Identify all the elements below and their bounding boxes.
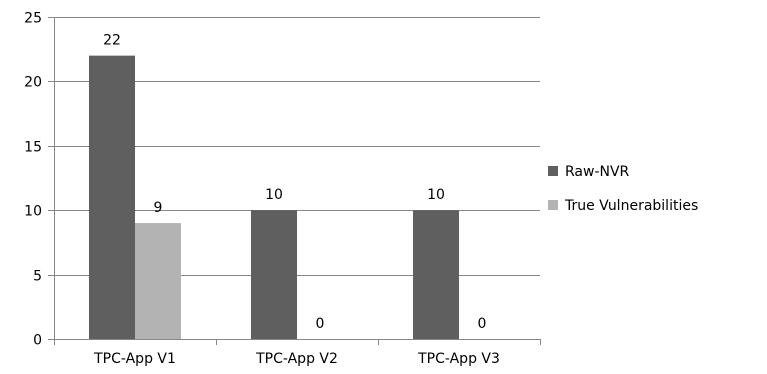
data-label: 9 [154,200,163,216]
data-label: 10 [265,187,283,203]
y-tick-label: 25 [24,11,42,27]
y-tick-label: 15 [24,140,42,156]
y-tick-label: 0 [33,333,42,349]
bar-raw-nvr-2 [251,210,297,339]
bar-true-vulnerabilities-1 [135,223,181,339]
legend-label: Raw-NVR [565,164,630,180]
bar-raw-nvr-3 [413,210,459,339]
legend-swatch [548,166,558,176]
x-category-label: TPC-App V3 [417,351,500,367]
legend-label: True Vulnerabilities [564,198,698,214]
data-labels: 22 9 10 0 10 0 [103,33,486,332]
x-axis-category-labels: TPC-App V1 TPC-App V2 TPC-App V3 [93,351,500,367]
data-label: 0 [478,316,487,332]
y-axis-tick-labels: 0 5 10 15 20 25 [24,11,42,349]
x-category-label: TPC-App V2 [255,351,338,367]
legend-swatch [548,200,558,210]
data-label: 10 [427,187,445,203]
axes [48,17,541,345]
y-tick-label: 5 [33,269,42,285]
bars [89,55,459,339]
bar-raw-nvr-1 [89,55,135,339]
data-label: 22 [103,33,121,49]
y-tick-label: 10 [24,204,42,220]
data-label: 0 [316,316,325,332]
y-tick-label: 20 [24,75,42,91]
x-category-label: TPC-App V1 [93,351,176,367]
legend: Raw-NVR True Vulnerabilities [548,164,698,214]
